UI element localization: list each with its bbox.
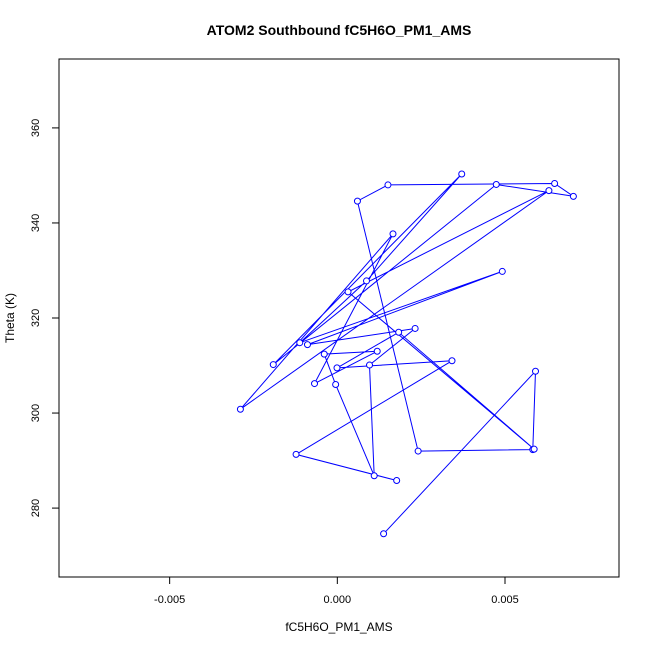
data-point: [380, 530, 388, 538]
y-tick-label: 360: [30, 119, 42, 137]
data-point: [344, 288, 352, 296]
data-point: [384, 181, 392, 189]
data-series-points: [236, 170, 577, 538]
data-point: [362, 277, 370, 285]
data-point: [498, 267, 506, 275]
data-point: [332, 381, 340, 389]
data-point: [458, 170, 466, 178]
x-axis-label: fC5H6O_PM1_AMS: [285, 620, 392, 634]
y-axis-label: Theta (K): [3, 293, 17, 343]
data-point: [311, 380, 319, 388]
x-tick-label: 0.005: [491, 594, 519, 606]
data-point: [292, 450, 300, 458]
data-point: [492, 180, 500, 188]
data-point: [303, 341, 311, 349]
y-tick-label: 320: [30, 309, 42, 327]
plot-frame: [58, 58, 620, 578]
data-point: [448, 357, 456, 365]
data-point: [296, 339, 304, 347]
data-point: [373, 347, 381, 355]
data-point: [545, 187, 553, 195]
data-point: [569, 192, 577, 200]
series-line: [240, 173, 574, 535]
data-point: [236, 405, 244, 413]
data-point: [551, 180, 559, 188]
data-point: [530, 445, 538, 453]
data-point: [366, 361, 374, 369]
y-tick-label: 280: [30, 499, 42, 517]
data-series-line: [240, 173, 574, 535]
data-point: [395, 328, 403, 336]
chart-title: ATOM2 Southbound fC5H6O_PM1_AMS: [207, 22, 472, 38]
y-tick-label: 340: [30, 214, 42, 232]
data-point: [269, 361, 277, 369]
data-point: [370, 472, 378, 480]
data-point: [389, 230, 397, 238]
x-tick-label: -0.005: [154, 594, 185, 606]
y-axis: 280 300 320 340 360: [30, 119, 60, 517]
data-point: [320, 350, 328, 358]
data-point: [411, 324, 419, 332]
data-point: [353, 197, 361, 205]
y-tick-label: 300: [30, 404, 42, 422]
x-axis: -0.005 0.000 0.005: [154, 576, 519, 606]
data-point: [333, 364, 341, 372]
data-point: [532, 367, 540, 375]
data-point: [393, 477, 401, 485]
x-tick-label: 0.000: [324, 594, 352, 606]
data-point: [414, 447, 422, 455]
